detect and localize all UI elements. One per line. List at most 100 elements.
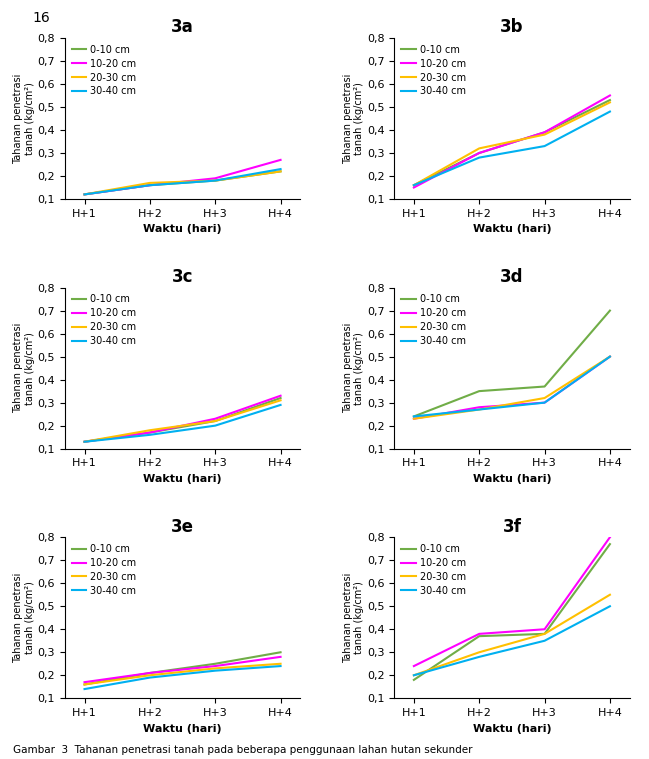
20-30 cm [80, 680, 88, 689]
0-10 cm [276, 647, 284, 657]
20-30 cm [541, 130, 548, 139]
30-40 cm [276, 165, 284, 174]
Line: 0-10 cm: 0-10 cm [414, 544, 610, 680]
0-10 cm [475, 631, 483, 641]
Line: 10-20 cm: 10-20 cm [84, 657, 280, 682]
30-40 cm [80, 685, 88, 694]
Line: 0-10 cm: 0-10 cm [84, 652, 280, 685]
30-40 cm [606, 602, 614, 611]
Title: 3a: 3a [171, 18, 194, 36]
0-10 cm [212, 417, 219, 426]
X-axis label: Waktu (hari): Waktu (hari) [472, 474, 551, 484]
Line: 30-40 cm: 30-40 cm [414, 112, 610, 185]
20-30 cm [146, 671, 154, 680]
10-20 cm [606, 352, 614, 361]
0-10 cm [410, 181, 418, 190]
Legend: 0-10 cm, 10-20 cm, 20-30 cm, 30-40 cm: 0-10 cm, 10-20 cm, 20-30 cm, 30-40 cm [69, 43, 138, 99]
10-20 cm [212, 174, 219, 183]
10-20 cm [146, 669, 154, 678]
Line: 0-10 cm: 0-10 cm [414, 100, 610, 185]
X-axis label: Waktu (hari): Waktu (hari) [143, 224, 222, 235]
Line: 0-10 cm: 0-10 cm [84, 398, 280, 442]
10-20 cm [475, 403, 483, 412]
30-40 cm [212, 421, 219, 430]
Title: 3d: 3d [500, 268, 524, 286]
10-20 cm [410, 183, 418, 192]
X-axis label: Waktu (hari): Waktu (hari) [143, 474, 222, 484]
20-30 cm [606, 98, 614, 107]
Line: 10-20 cm: 10-20 cm [84, 395, 280, 442]
Line: 20-30 cm: 20-30 cm [84, 664, 280, 685]
30-40 cm [475, 652, 483, 661]
0-10 cm [606, 306, 614, 315]
20-30 cm [212, 417, 219, 426]
0-10 cm [541, 629, 548, 638]
10-20 cm [276, 156, 284, 165]
20-30 cm [541, 393, 548, 402]
30-40 cm [146, 430, 154, 439]
Title: 3b: 3b [500, 18, 524, 36]
30-40 cm [276, 401, 284, 410]
20-30 cm [146, 178, 154, 187]
10-20 cm [410, 662, 418, 671]
0-10 cm [80, 437, 88, 446]
0-10 cm [80, 190, 88, 199]
Y-axis label: Tahanan penetrasi
tanah (kg/cm²): Tahanan penetrasi tanah (kg/cm²) [343, 323, 364, 414]
30-40 cm [80, 190, 88, 199]
0-10 cm [541, 382, 548, 391]
10-20 cm [80, 678, 88, 687]
Y-axis label: Tahanan penetrasi
tanah (kg/cm²): Tahanan penetrasi tanah (kg/cm²) [343, 74, 364, 164]
10-20 cm [276, 391, 284, 400]
Line: 10-20 cm: 10-20 cm [414, 537, 610, 666]
Title: 3f: 3f [502, 518, 521, 536]
0-10 cm [212, 660, 219, 669]
Legend: 0-10 cm, 10-20 cm, 20-30 cm, 30-40 cm: 0-10 cm, 10-20 cm, 20-30 cm, 30-40 cm [399, 292, 468, 348]
0-10 cm [212, 176, 219, 185]
Y-axis label: Tahanan penetrasi
tanah (kg/cm²): Tahanan penetrasi tanah (kg/cm²) [13, 74, 35, 164]
10-20 cm [541, 398, 548, 407]
10-20 cm [80, 190, 88, 199]
20-30 cm [146, 426, 154, 435]
Line: 0-10 cm: 0-10 cm [414, 310, 610, 417]
30-40 cm [475, 153, 483, 162]
10-20 cm [276, 652, 284, 661]
30-40 cm [146, 181, 154, 190]
30-40 cm [475, 405, 483, 414]
0-10 cm [146, 181, 154, 190]
0-10 cm [606, 96, 614, 105]
30-40 cm [410, 181, 418, 190]
Line: 30-40 cm: 30-40 cm [84, 169, 280, 194]
0-10 cm [80, 680, 88, 689]
Text: 16: 16 [32, 11, 50, 25]
X-axis label: Waktu (hari): Waktu (hari) [143, 723, 222, 733]
20-30 cm [80, 437, 88, 446]
10-20 cm [475, 149, 483, 158]
Legend: 0-10 cm, 10-20 cm, 20-30 cm, 30-40 cm: 0-10 cm, 10-20 cm, 20-30 cm, 30-40 cm [69, 292, 138, 348]
20-30 cm [541, 629, 548, 638]
Line: 0-10 cm: 0-10 cm [84, 172, 280, 194]
30-40 cm [146, 673, 154, 682]
0-10 cm [146, 428, 154, 437]
10-20 cm [146, 428, 154, 437]
Line: 30-40 cm: 30-40 cm [414, 357, 610, 417]
X-axis label: Waktu (hari): Waktu (hari) [472, 224, 551, 235]
0-10 cm [276, 393, 284, 402]
Title: 3e: 3e [171, 518, 194, 536]
Legend: 0-10 cm, 10-20 cm, 20-30 cm, 30-40 cm: 0-10 cm, 10-20 cm, 20-30 cm, 30-40 cm [69, 542, 138, 597]
Y-axis label: Tahanan penetrasi
tanah (kg/cm²): Tahanan penetrasi tanah (kg/cm²) [13, 323, 35, 414]
20-30 cm [276, 167, 284, 176]
Line: 10-20 cm: 10-20 cm [84, 160, 280, 194]
Y-axis label: Tahanan penetrasi
tanah (kg/cm²): Tahanan penetrasi tanah (kg/cm²) [13, 572, 35, 663]
Line: 30-40 cm: 30-40 cm [84, 405, 280, 442]
30-40 cm [276, 662, 284, 671]
10-20 cm [606, 533, 614, 542]
Line: 30-40 cm: 30-40 cm [84, 666, 280, 689]
30-40 cm [541, 398, 548, 407]
20-30 cm [475, 405, 483, 414]
10-20 cm [212, 414, 219, 424]
20-30 cm [276, 395, 284, 405]
30-40 cm [410, 671, 418, 680]
20-30 cm [475, 144, 483, 153]
10-20 cm [410, 414, 418, 424]
0-10 cm [541, 128, 548, 137]
